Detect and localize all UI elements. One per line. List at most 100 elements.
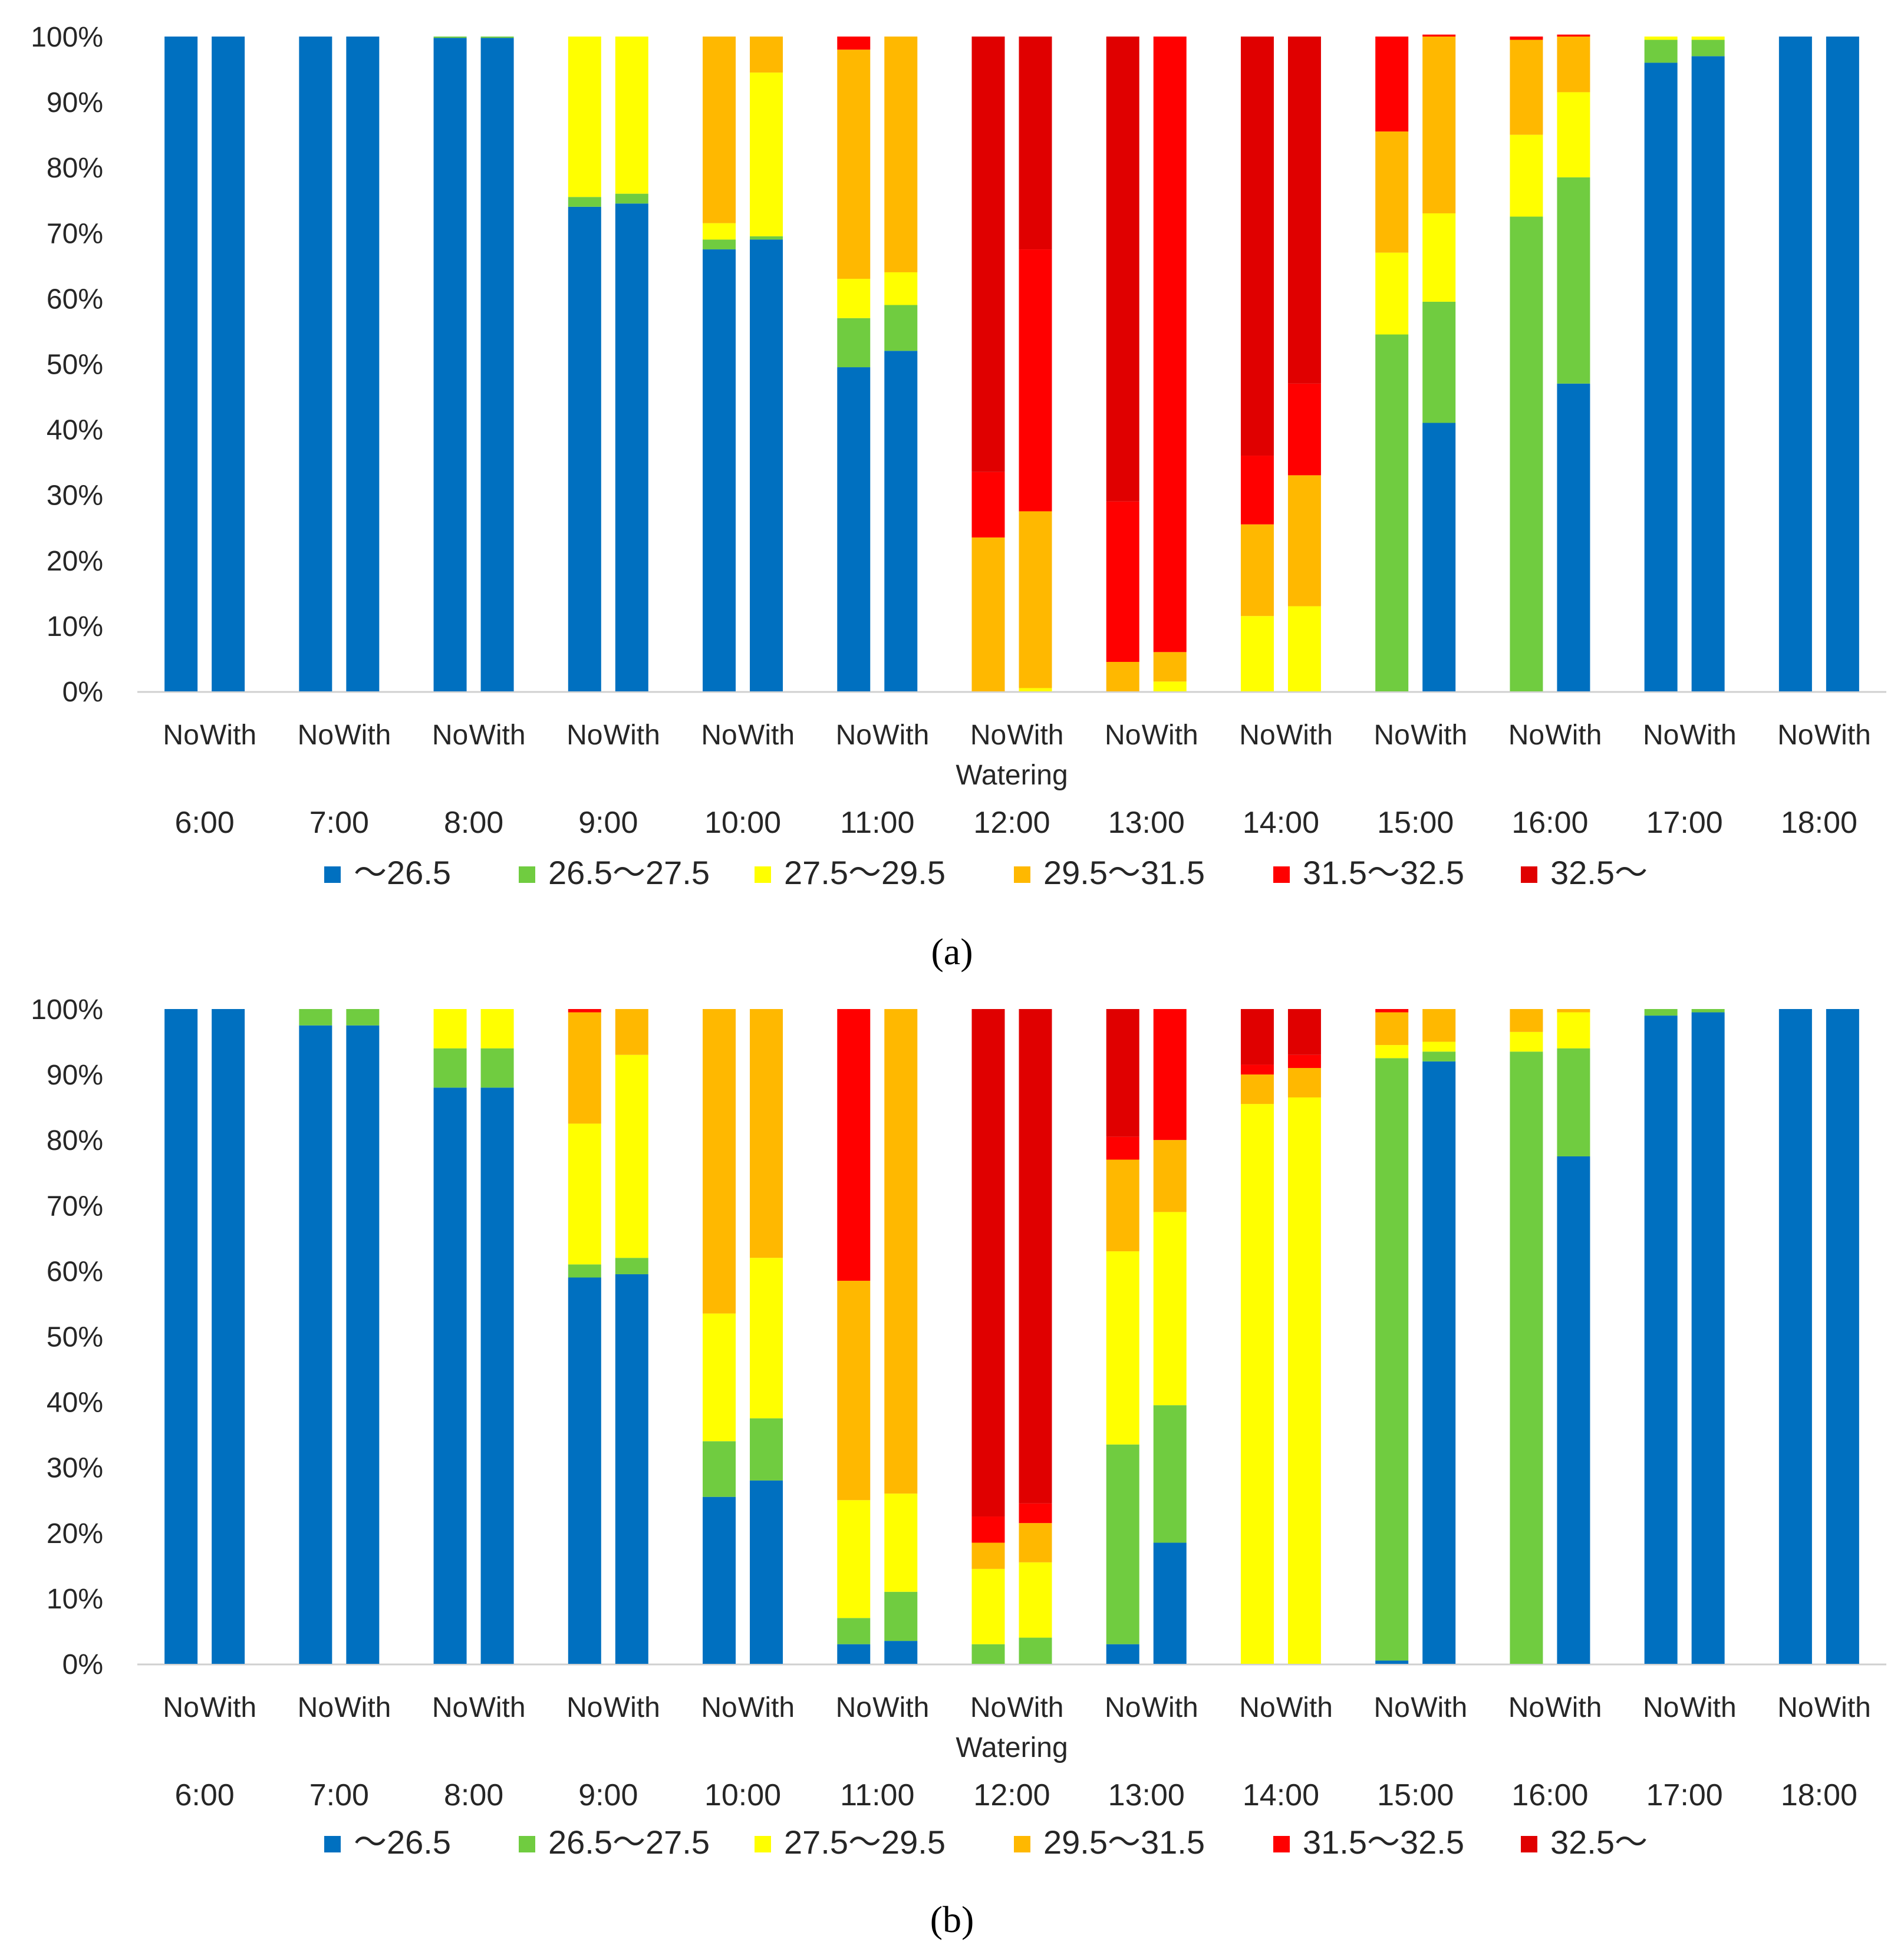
bar-segment [568,1277,601,1664]
bar-segment [1644,1016,1678,1664]
x-category-label: No [970,1692,1006,1723]
bar-segment [1375,131,1409,253]
bar-segment [164,37,198,691]
bar-segment [750,236,783,240]
x-category-label: With [1814,720,1871,751]
x-category-label: With [738,720,795,751]
legend: ～26.5 26.5～27.5 27.5～29.5 29.5～31.5 31.5～32.… [324,854,1648,891]
x-category-label: No [1239,1692,1275,1723]
bar-segment [615,1274,648,1664]
legend-swatch [1273,866,1290,883]
y-tick-label: 40% [47,1387,103,1419]
x-category-label: No [1643,720,1679,751]
bar-segment [1153,1212,1187,1406]
y-tick-label: 90% [47,1060,103,1091]
legend-label: 26.5～27.5 [548,854,710,891]
bar-segment [703,1313,736,1442]
legend-swatch [324,866,341,883]
bar-segment [1557,1156,1590,1664]
time-label: 9:00 [578,1778,638,1812]
bar-segment [433,1087,467,1664]
x-category-label: With [1276,1692,1333,1723]
time-label: 18:00 [1781,1778,1857,1812]
legend-swatch [1521,1836,1537,1852]
bar-segment [750,1418,783,1481]
y-tick-label: 90% [47,87,103,118]
x-category-label: With [1007,720,1064,751]
bar-segment [1422,301,1456,423]
time-label: 16:00 [1511,806,1588,840]
bar-segment [837,1009,871,1281]
bar-segment [1557,34,1590,37]
time-label: 18:00 [1781,806,1857,840]
bar-segment [837,318,871,368]
bar-segment [1287,475,1321,606]
bar-segment [1422,1009,1456,1042]
bars [164,34,1859,692]
legend-label: ～26.5 [354,1824,451,1861]
bar-segment [480,1009,514,1049]
bar-segment [615,203,648,691]
bar-segment [971,1542,1005,1569]
legend-swatch [1014,866,1030,883]
bar-segment [615,1009,648,1055]
x-category-label: No [298,1692,334,1723]
legend-item: 32.5～ [1521,1824,1648,1861]
legend-swatch [1273,1836,1290,1852]
chart-a: 0%10%20%30%40%50%60%70%80%90%100%No With N… [31,22,1886,972]
x-category-label: No [1374,1692,1410,1723]
bar-segment [703,1496,736,1664]
x-category-label: With [604,1692,660,1723]
legend-label: 26.5～27.5 [548,1824,710,1861]
bar-segment [1510,216,1543,691]
legend-label: 29.5～31.5 [1043,1824,1205,1861]
bar-segment [1106,1009,1139,1137]
bar-segment [971,537,1005,691]
bar-segment [884,1009,918,1494]
bar-segment [837,1500,871,1618]
legend-item: 31.5～32.5 [1273,1824,1464,1861]
time-label: 10:00 [704,806,781,840]
bar-segment [971,37,1005,472]
bar-segment [212,1009,245,1664]
time-group-labels: 6:00 7:00 8:00 9:00 10:00 11:00 12:00 13:00 14:0… [175,806,1857,840]
bar-segment [971,1568,1005,1644]
bar-segment [346,1009,380,1026]
bar-segment [346,37,380,691]
bar-segment [1557,37,1590,93]
time-label: 6:00 [175,1778,235,1812]
bar-segment [1826,1009,1859,1664]
y-tick-label: 60% [47,283,103,315]
x-category-label: No [566,720,602,751]
bar-segment [299,37,332,691]
bar-segment [1153,37,1187,652]
bar-segment [1153,1405,1187,1543]
x-category-label: No [1508,720,1544,751]
time-label: 15:00 [1377,1778,1454,1812]
y-axis: 0% 10% 20% 30% 40% 50% 60% 70% 80% 90% 100% [31,994,103,1680]
legend-swatch [519,866,535,883]
bar-segment [1106,1136,1139,1160]
time-label: 8:00 [444,1778,503,1812]
bar-segment [1106,662,1139,691]
bar-segment [971,1009,1005,1517]
bar-segment [1422,1041,1456,1052]
time-label: 7:00 [309,806,369,840]
y-tick-label: 100% [31,22,103,53]
x-category-label: No [1777,720,1813,751]
bar-segment [971,1644,1005,1664]
time-label: 6:00 [175,806,235,840]
panel-label: (b) [930,1898,974,1940]
bar-segment [212,37,245,691]
legend-item: 29.5～31.5 [1014,854,1205,891]
y-tick-label: 40% [47,415,103,446]
time-group-labels: 6:00 7:00 8:00 9:00 10:00 11:00 12:00 13:00 14:0… [175,1778,1857,1812]
bar-segment [1510,134,1543,217]
bar-segment [1375,1012,1409,1046]
legend-item: 29.5～31.5 [1014,1824,1205,1861]
bar-segment [750,72,783,236]
time-label: 13:00 [1108,806,1185,840]
x-category-labels: No With No With No With No With No With No With No Wi… [163,1692,1870,1723]
bar-segment [1422,37,1456,213]
bar-segment [615,37,648,194]
